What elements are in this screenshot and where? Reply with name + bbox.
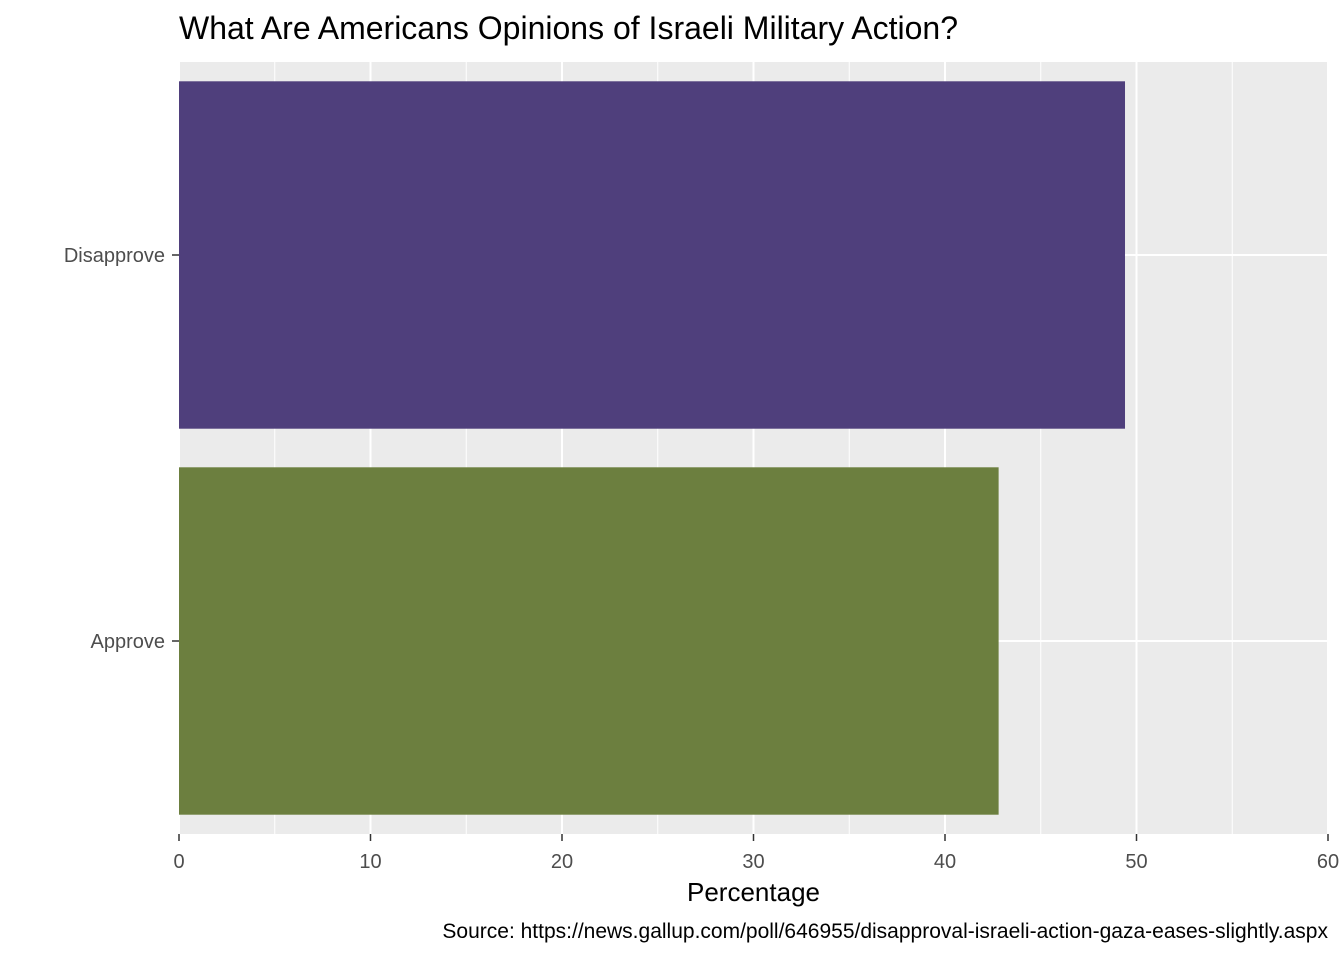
x-tick-label: 10 bbox=[359, 851, 381, 873]
chart-title: What Are Americans Opinions of Israeli M… bbox=[179, 10, 958, 46]
x-axis: 0 10 20 30 40 50 60 bbox=[173, 834, 1339, 873]
x-tick-label: 40 bbox=[934, 851, 956, 873]
bar-disapprove bbox=[179, 81, 1126, 429]
y-tick-label: Approve bbox=[91, 631, 166, 653]
chart-caption: Source: https://news.gallup.com/poll/646… bbox=[442, 920, 1328, 943]
x-tick-label: 20 bbox=[551, 851, 573, 873]
x-tick-label: 60 bbox=[1317, 851, 1339, 873]
bars bbox=[179, 81, 1126, 815]
x-tick-label: 0 bbox=[173, 851, 184, 873]
x-tick-label: 50 bbox=[1125, 851, 1147, 873]
bar-approve bbox=[179, 467, 999, 815]
x-tick-label: 30 bbox=[742, 851, 764, 873]
x-axis-title: Percentage bbox=[687, 877, 820, 907]
y-axis: Disapprove Approve bbox=[64, 245, 179, 653]
y-tick-label: Disapprove bbox=[64, 245, 165, 267]
